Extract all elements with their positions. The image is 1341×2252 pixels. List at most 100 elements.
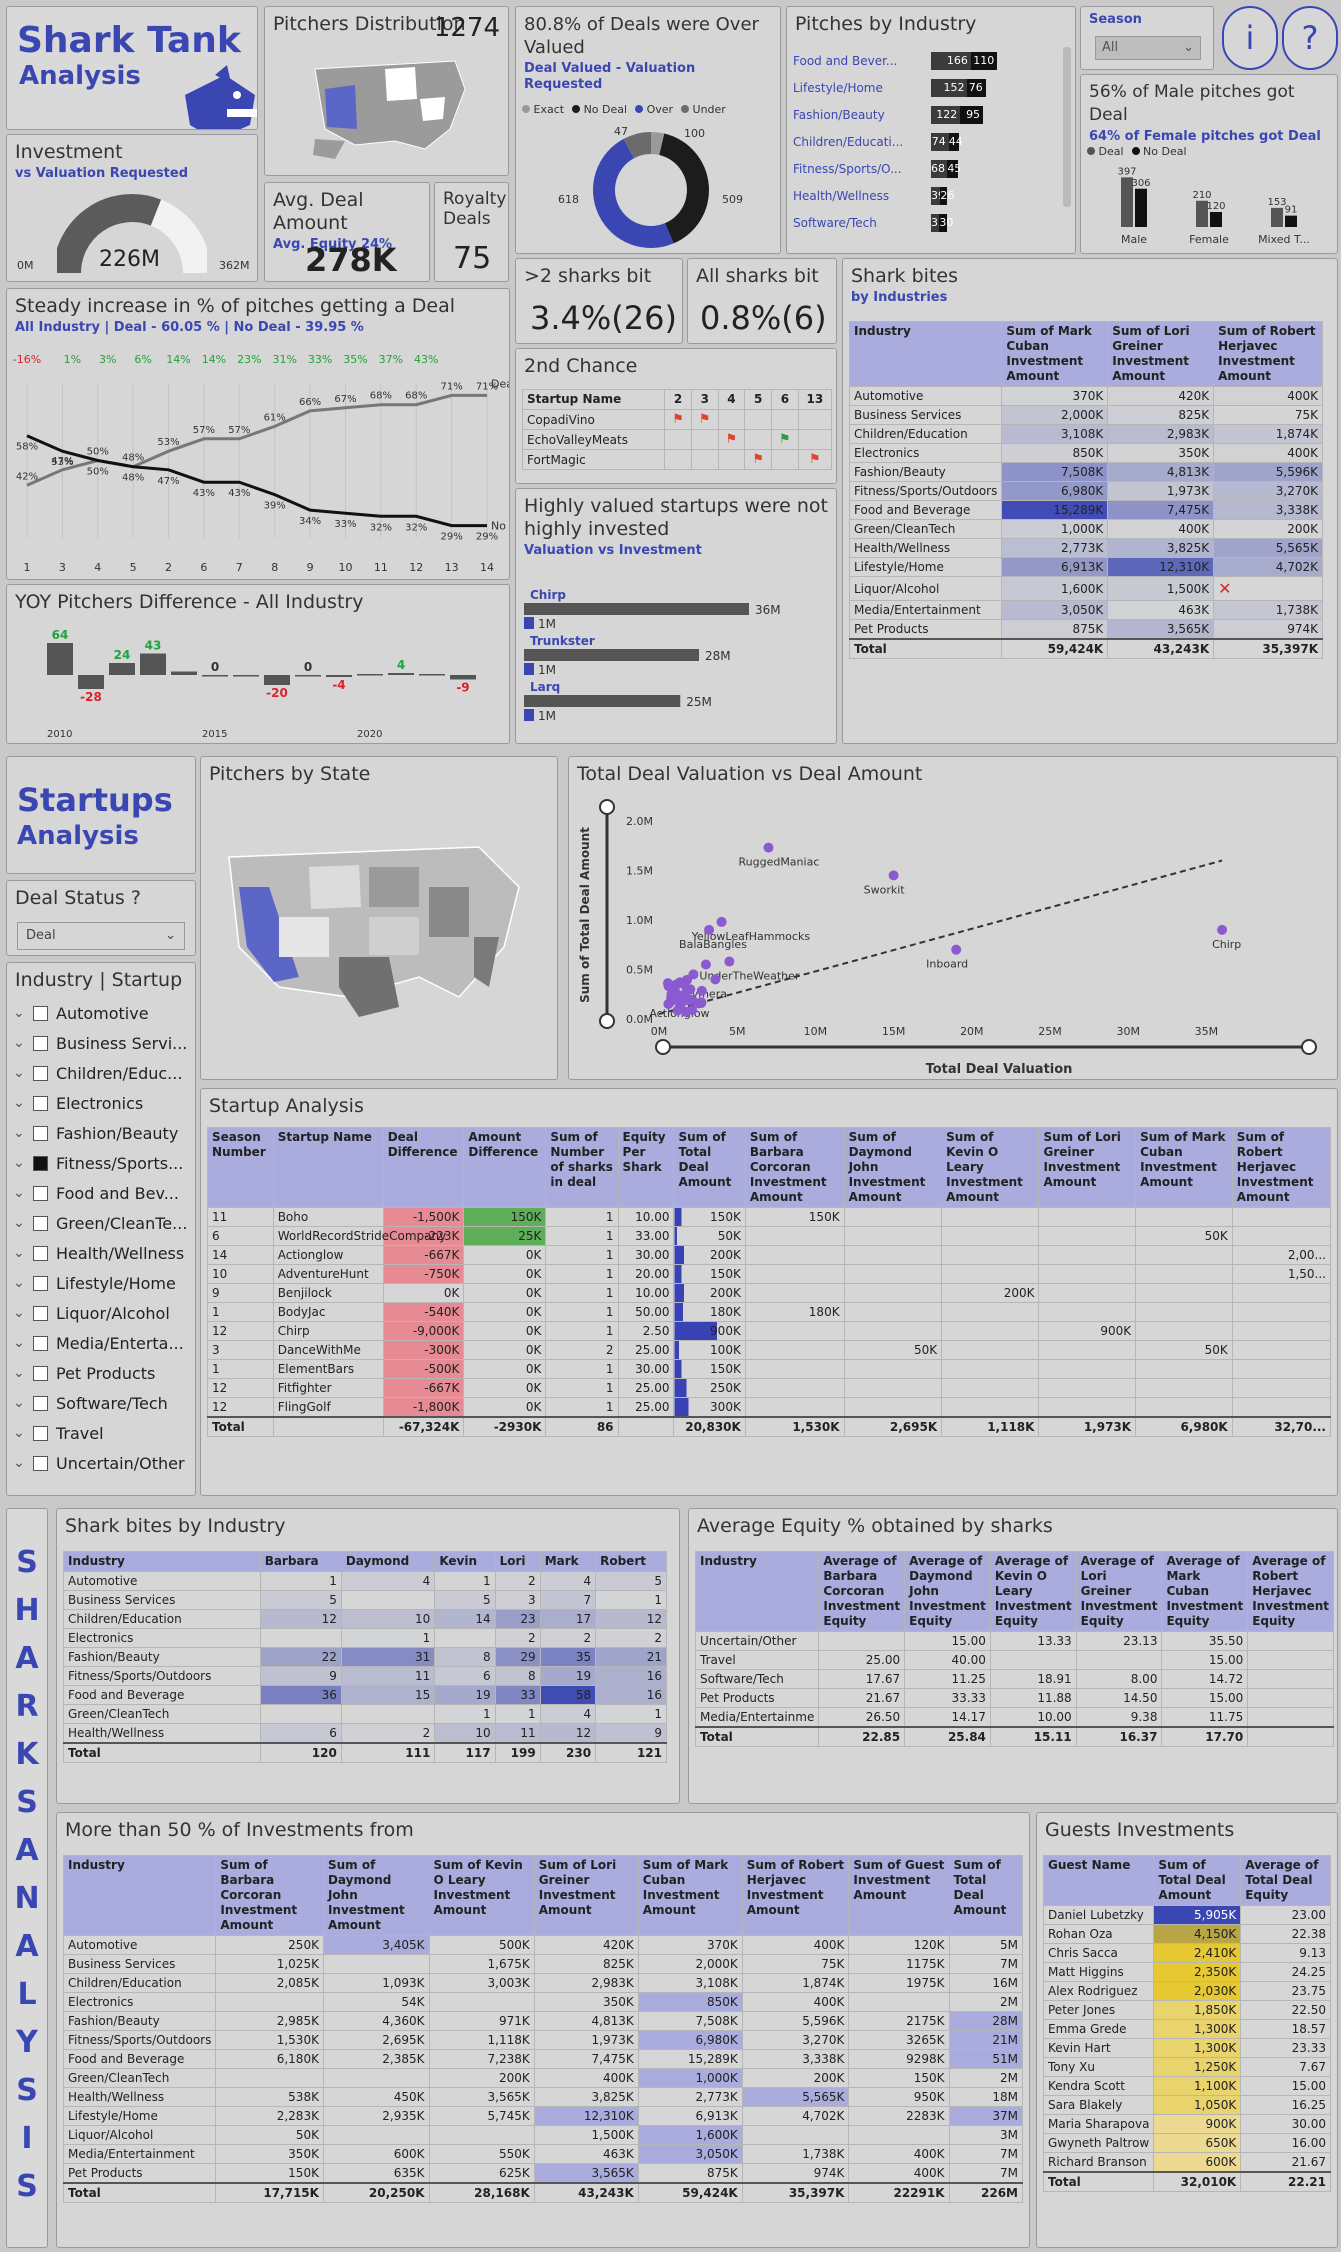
column-header[interactable]: Sum of Barbara Corcoran Investment Amoun… <box>216 1856 324 1936</box>
checkbox[interactable] <box>33 1246 48 1261</box>
column-header[interactable]: Sum of Robert Herjavec Investment Amount <box>1214 322 1323 387</box>
checkbox[interactable] <box>33 1156 48 1171</box>
checkbox[interactable] <box>33 1216 48 1231</box>
column-header[interactable]: Average of Kevin O Leary Investment Equi… <box>990 1552 1076 1632</box>
slicer-item[interactable]: ⌄ Media/Enterta... <box>7 1328 195 1358</box>
column-header[interactable]: Sum of Mark Cuban Investment Amount <box>638 1856 742 1936</box>
column-header[interactable]: Sum of Barbara Corcoran Investment Amoun… <box>745 1128 844 1208</box>
slicer-item[interactable]: ⌄ Liquor/Alcohol <box>7 1298 195 1328</box>
column-header[interactable]: Sum of Lori Greiner Investment Amount <box>1039 1128 1136 1208</box>
slicer-item[interactable]: ⌄ Children/Educ... <box>7 1058 195 1088</box>
slicer-item[interactable]: ⌄ Pet Products <box>7 1358 195 1388</box>
checkbox[interactable] <box>33 1066 48 1081</box>
column-header[interactable]: Industry <box>64 1856 216 1936</box>
column-header[interactable]: Deal Difference <box>383 1128 464 1208</box>
column-header[interactable]: Industry <box>850 322 1002 387</box>
column-header[interactable]: Sum of Mark Cuban Investment Amount <box>1002 322 1108 387</box>
checkbox[interactable] <box>33 1036 48 1051</box>
column-header[interactable]: Equity Per Shark <box>618 1128 674 1208</box>
column-header[interactable]: Sum of Total Deal Amount <box>1154 1856 1241 1906</box>
season-dropdown[interactable]: All ⌄ <box>1095 36 1201 60</box>
industry-bar-row[interactable]: Health/Wellness 39 26 <box>793 182 1063 209</box>
column-header[interactable]: Kevin <box>435 1552 495 1572</box>
column-header[interactable]: Sum of Kevin O Leary Investment Amount <box>429 1856 534 1936</box>
help-button[interactable]: ? <box>1282 6 1338 70</box>
table-cell <box>1232 1227 1330 1246</box>
column-header[interactable]: Average of Mark Cuban Investment Equity <box>1162 1552 1248 1632</box>
checkbox[interactable] <box>33 1456 48 1471</box>
checkbox[interactable] <box>33 1366 48 1381</box>
column-header[interactable]: Amount Difference <box>464 1128 546 1208</box>
column-header[interactable]: Lori <box>495 1552 540 1572</box>
header-cell[interactable]: 6 <box>772 390 799 410</box>
info-button[interactable]: i <box>1222 6 1278 70</box>
column-header[interactable]: Industry <box>64 1552 261 1572</box>
industry-bar-row[interactable]: Fitness/Sports/O... 68 45 <box>793 155 1063 182</box>
slicer-item[interactable]: ⌄ Automotive <box>7 998 195 1028</box>
column-header[interactable]: Season Number <box>208 1128 274 1208</box>
column-header[interactable]: Sum of Daymond John Investment Amount <box>844 1128 942 1208</box>
table-cell: 1,300K <box>1154 2020 1241 2039</box>
slicer-item[interactable]: ⌄ Food and Bev... <box>7 1178 195 1208</box>
column-header[interactable]: Guest Name <box>1044 1856 1154 1906</box>
slicer-item[interactable]: ⌄ Software/Tech <box>7 1388 195 1418</box>
column-header[interactable]: Startup Name <box>273 1128 383 1208</box>
column-header[interactable]: Average of Daymond John Investment Equit… <box>905 1552 991 1632</box>
checkbox[interactable] <box>33 1276 48 1291</box>
column-header[interactable]: Mark <box>540 1552 595 1572</box>
checkbox[interactable] <box>33 1096 48 1111</box>
column-header[interactable]: Average of Lori Greiner Investment Equit… <box>1076 1552 1162 1632</box>
slicer-item[interactable]: ⌄ Fashion/Beauty <box>7 1118 195 1148</box>
table-cell <box>1039 1284 1136 1303</box>
column-header[interactable]: Sum of Lori Greiner Investment Amount <box>1108 322 1214 387</box>
column-header[interactable]: Robert <box>596 1552 667 1572</box>
yoy-bar <box>388 673 414 675</box>
checkbox[interactable] <box>33 1396 48 1411</box>
checkbox[interactable] <box>33 1426 48 1441</box>
industry-bar-row[interactable]: Fashion/Beauty 122 95 <box>793 101 1063 128</box>
checkbox[interactable] <box>33 1006 48 1021</box>
column-header[interactable]: Average of Barbara Corcoran Investment E… <box>819 1552 905 1632</box>
column-header[interactable]: Sum of Kevin O Leary Investment Amount <box>942 1128 1039 1208</box>
column-header[interactable]: Sum of Mark Cuban Investment Amount <box>1136 1128 1233 1208</box>
column-header[interactable]: Sum of Total Deal Amount <box>949 1856 1022 1936</box>
slicer-item[interactable]: ⌄ Health/Wellness <box>7 1238 195 1268</box>
industry-bar-row[interactable]: Lifestyle/Home 152 76 <box>793 74 1063 101</box>
column-header[interactable]: Barbara <box>260 1552 341 1572</box>
column-header[interactable]: Sum of Total Deal Amount <box>674 1128 745 1208</box>
slicer-item[interactable]: ⌄ Uncertain/Other <box>7 1448 195 1478</box>
industry-bar-row[interactable]: Software/Tech 35 30 <box>793 209 1063 236</box>
column-header[interactable]: Sum of Robert Herjavec Investment Amount <box>742 1856 849 1936</box>
column-header[interactable]: Sum of Number of sharks in deal <box>546 1128 618 1208</box>
checkbox[interactable] <box>33 1306 48 1321</box>
slicer-item[interactable]: ⌄ Travel <box>7 1418 195 1448</box>
bites-industry-table: Industry Barbara Daymond Kevin Lori Mark Rober… <box>63 1551 667 1763</box>
column-header[interactable]: Sum of Daymond John Investment Amount <box>323 1856 429 1936</box>
column-header[interactable]: Industry <box>696 1552 819 1632</box>
slicer-item[interactable]: ⌄ Business Servi... <box>7 1028 195 1058</box>
slicer-item[interactable]: ⌄ Fitness/Sports... <box>7 1148 195 1178</box>
slicer-item[interactable]: ⌄ Electronics <box>7 1088 195 1118</box>
column-header[interactable]: Average of Robert Herjavec Investment Eq… <box>1248 1552 1334 1632</box>
slicer-item[interactable]: ⌄ Lifestyle/Home <box>7 1268 195 1298</box>
column-header[interactable]: Sum of Robert Herjavec Investment Amount <box>1232 1128 1330 1208</box>
header-cell[interactable]: 5 <box>745 390 772 410</box>
column-header[interactable]: Average of Total Deal Equity <box>1241 1856 1331 1906</box>
header-cell[interactable]: 4 <box>718 390 745 410</box>
scrollbar[interactable] <box>1063 47 1071 207</box>
table-cell: Green/CleanTech <box>64 1705 261 1724</box>
header-cell[interactable]: 2 <box>665 390 692 410</box>
checkbox[interactable] <box>33 1336 48 1351</box>
column-header[interactable]: Daymond <box>341 1552 434 1572</box>
deal-status-dropdown[interactable]: Deal ⌄ <box>17 922 185 950</box>
industry-bar-row[interactable]: Children/Educati... 74 44 <box>793 128 1063 155</box>
industry-bar-row[interactable]: Food and Bever... 166 110 <box>793 47 1063 74</box>
checkbox[interactable] <box>33 1126 48 1141</box>
header-cell[interactable]: 13 <box>798 390 831 410</box>
checkbox[interactable] <box>33 1186 48 1201</box>
column-header[interactable]: Sum of Guest Investment Amount <box>849 1856 949 1936</box>
column-header[interactable]: Sum of Lori Greiner Investment Amount <box>534 1856 638 1936</box>
header-cell[interactable]: 3 <box>691 390 718 410</box>
slicer-item[interactable]: ⌄ Green/CleanTe... <box>7 1208 195 1238</box>
header-cell[interactable]: Startup Name <box>523 390 665 410</box>
